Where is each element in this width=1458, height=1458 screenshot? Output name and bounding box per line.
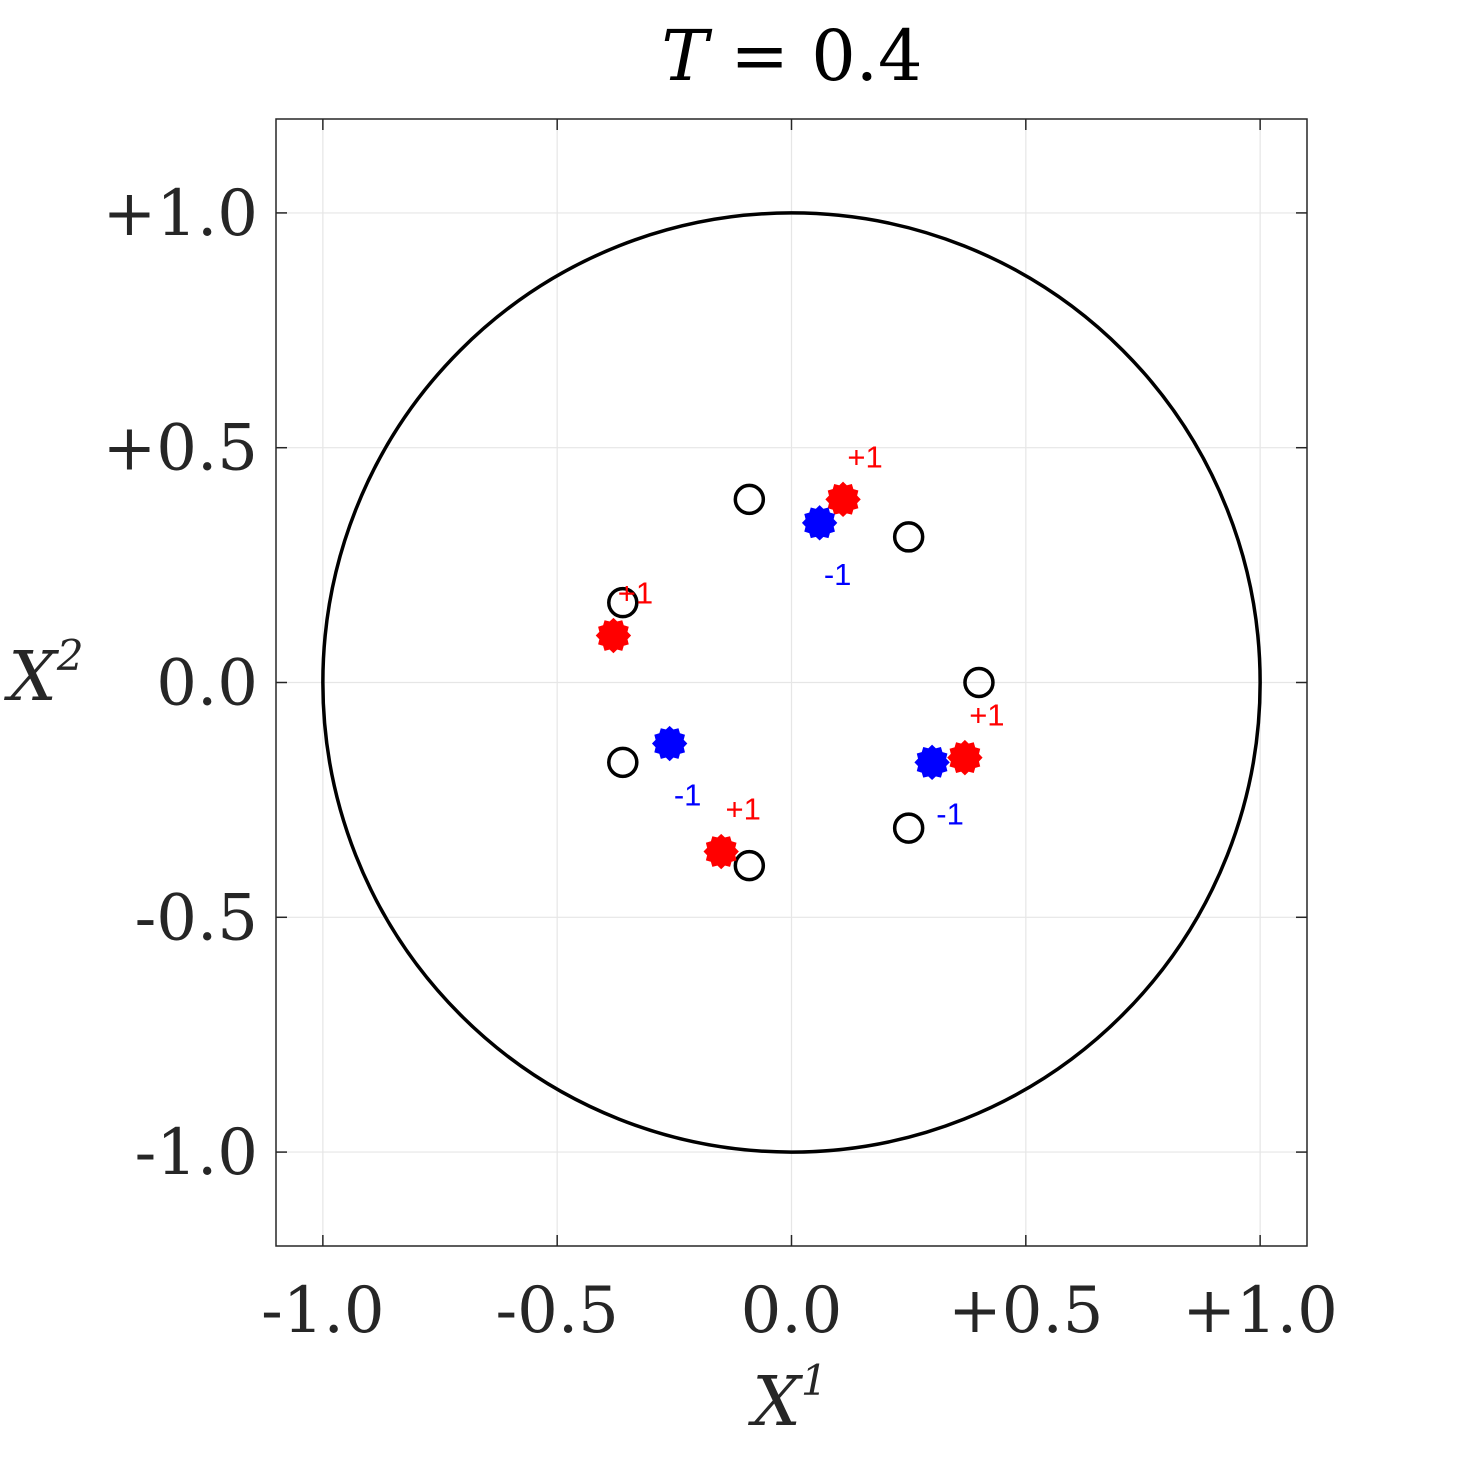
open-circle-marker	[607, 586, 639, 619]
chart-title: T = 0.4	[661, 15, 922, 97]
positive-charge-marker	[703, 833, 739, 870]
negative-charge-label: -1	[674, 778, 702, 813]
positive-charge-label: +1	[847, 439, 882, 474]
negative-charge-label: -1	[824, 557, 852, 592]
x-tick-label: -0.5	[495, 1274, 618, 1348]
y-axis-label-superscript: 2	[56, 631, 84, 680]
charge-labels: +1 +1 +1 +1 -1 -1 -1	[618, 439, 1005, 831]
title-variable: T	[661, 15, 712, 97]
y-tick-label: +0.5	[103, 412, 258, 486]
y-tick-labels: -1.0 -0.5 0.0 +0.5 +1.0	[103, 177, 258, 1190]
markers	[595, 481, 995, 882]
x-axis-label-superscript: 1	[801, 1356, 828, 1405]
open-circle-marker	[733, 483, 766, 516]
positive-charge-marker	[825, 481, 861, 518]
x-tick-label: -1.0	[261, 1274, 384, 1348]
negative-charge-marker	[914, 744, 950, 781]
open-circle-marker	[733, 849, 766, 882]
open-circle-marker	[892, 521, 925, 553]
positive-charge-label: +1	[726, 792, 761, 827]
title-value: 0.4	[811, 15, 922, 97]
y-axis-label-base: X	[3, 638, 59, 717]
y-tick-label: -0.5	[135, 881, 258, 955]
y-tick-label: -1.0	[135, 1116, 258, 1190]
y-tick-label: 0.0	[156, 647, 258, 721]
y-tick-label: +1.0	[103, 177, 258, 251]
x-tick-labels: -1.0 -0.5 0.0 +0.5 +1.0	[261, 1274, 1338, 1348]
positive-charge-label: +1	[969, 698, 1004, 733]
boundary-circle-layer	[321, 211, 1262, 1154]
positive-charge-marker	[947, 739, 983, 776]
negative-charge-label: -1	[936, 796, 964, 831]
open-circle-marker	[892, 812, 925, 844]
y-axis-label: X2	[3, 631, 83, 717]
x-axis-label-base: X	[747, 1363, 803, 1442]
positive-charge-label: +1	[618, 576, 653, 611]
negative-charge-marker	[801, 505, 838, 541]
x-tick-label: +1.0	[1182, 1274, 1337, 1348]
negative-charge-marker	[651, 725, 688, 762]
open-circle-marker	[963, 666, 995, 699]
boundary-circle	[321, 211, 1262, 1154]
positive-charge-marker	[595, 617, 632, 654]
axis-ticks	[276, 119, 1307, 1246]
x-axis-label: X1	[747, 1356, 827, 1442]
x-tick-label: 0.0	[741, 1274, 843, 1348]
x-tick-label: +0.5	[948, 1274, 1103, 1348]
title-relation: =	[708, 15, 811, 97]
open-circle-marker	[607, 746, 639, 779]
